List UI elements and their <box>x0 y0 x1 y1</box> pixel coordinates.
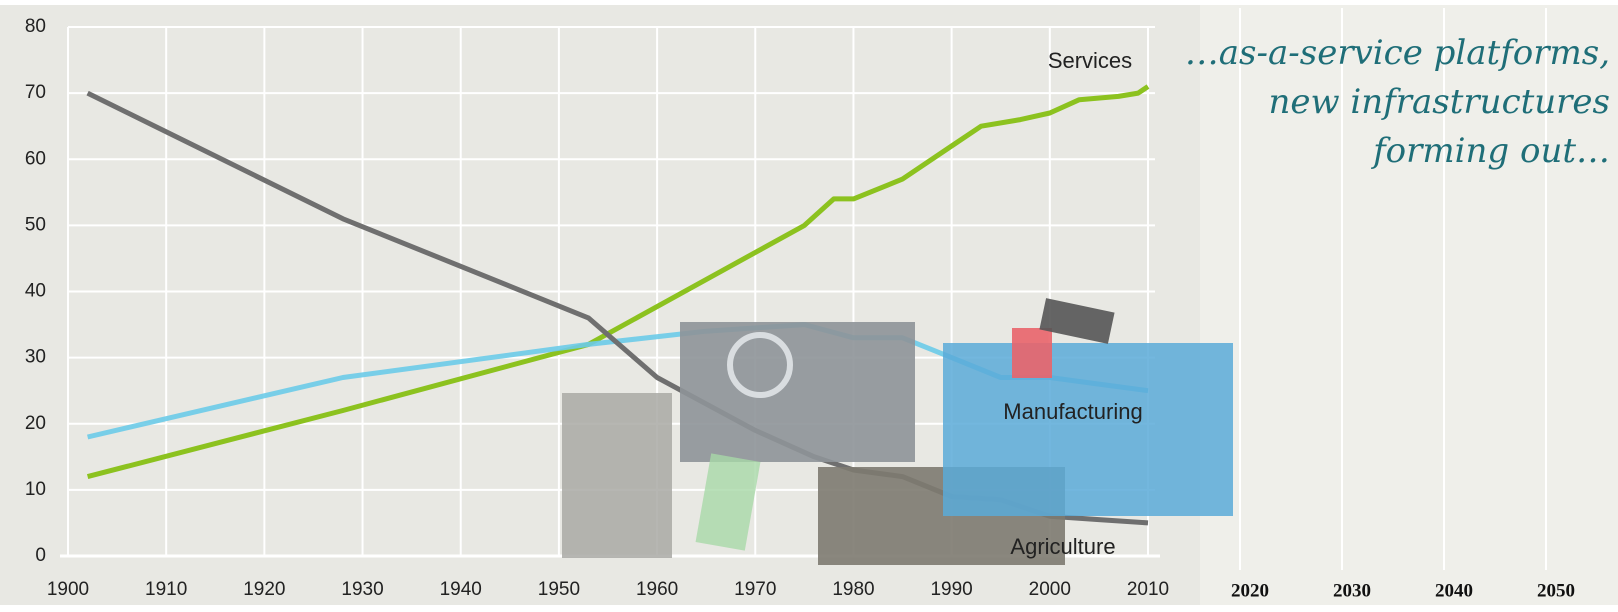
series-label: Manufacturing <box>1003 399 1142 424</box>
y-tick-label: 80 <box>25 16 46 37</box>
y-tick-label: 0 <box>35 545 46 566</box>
x-tick-label: 1980 <box>832 579 874 600</box>
x-tick-label: 1990 <box>930 579 972 600</box>
x-tick-label: 1900 <box>47 579 89 600</box>
logo-tile <box>1012 328 1052 378</box>
x-tick-label: 1960 <box>636 579 678 600</box>
x2-tick-label: 2050 <box>1537 580 1575 601</box>
x-tick-label: 1930 <box>341 579 383 600</box>
photo-tech <box>943 343 1233 516</box>
annotation: …as-a-service platforms, <box>1185 33 1610 73</box>
y-tick-label: 20 <box>25 413 46 434</box>
y-tick-label: 60 <box>25 148 46 169</box>
y-tick-label: 70 <box>25 82 46 103</box>
y-tick-label: 30 <box>25 347 46 368</box>
x2-tick-label: 2020 <box>1231 580 1269 601</box>
x-tick-label: 2000 <box>1029 579 1071 600</box>
photo-turbine <box>680 322 915 462</box>
y-tick-label: 40 <box>25 281 46 302</box>
x-tick-label: 1910 <box>145 579 187 600</box>
x-tick-label: 1920 <box>243 579 285 600</box>
x-tick-label: 1950 <box>538 579 580 600</box>
x2-tick-label: 2040 <box>1435 580 1473 601</box>
annotation: forming out… <box>1370 131 1610 171</box>
photo-farmer <box>562 393 672 558</box>
y-tick-label: 50 <box>25 214 46 235</box>
series-label: Services <box>1048 48 1132 73</box>
annotation: new infrastructures <box>1269 82 1611 122</box>
x2-tick-label: 2030 <box>1333 580 1371 601</box>
x-tick-label: 2010 <box>1127 579 1169 600</box>
x-tick-label: 1970 <box>734 579 776 600</box>
chart: 0102030405060708019001910192019301940195… <box>0 0 1618 612</box>
x-tick-label: 1940 <box>440 579 482 600</box>
series-label: Agriculture <box>1010 534 1115 559</box>
y-tick-label: 10 <box>25 479 46 500</box>
